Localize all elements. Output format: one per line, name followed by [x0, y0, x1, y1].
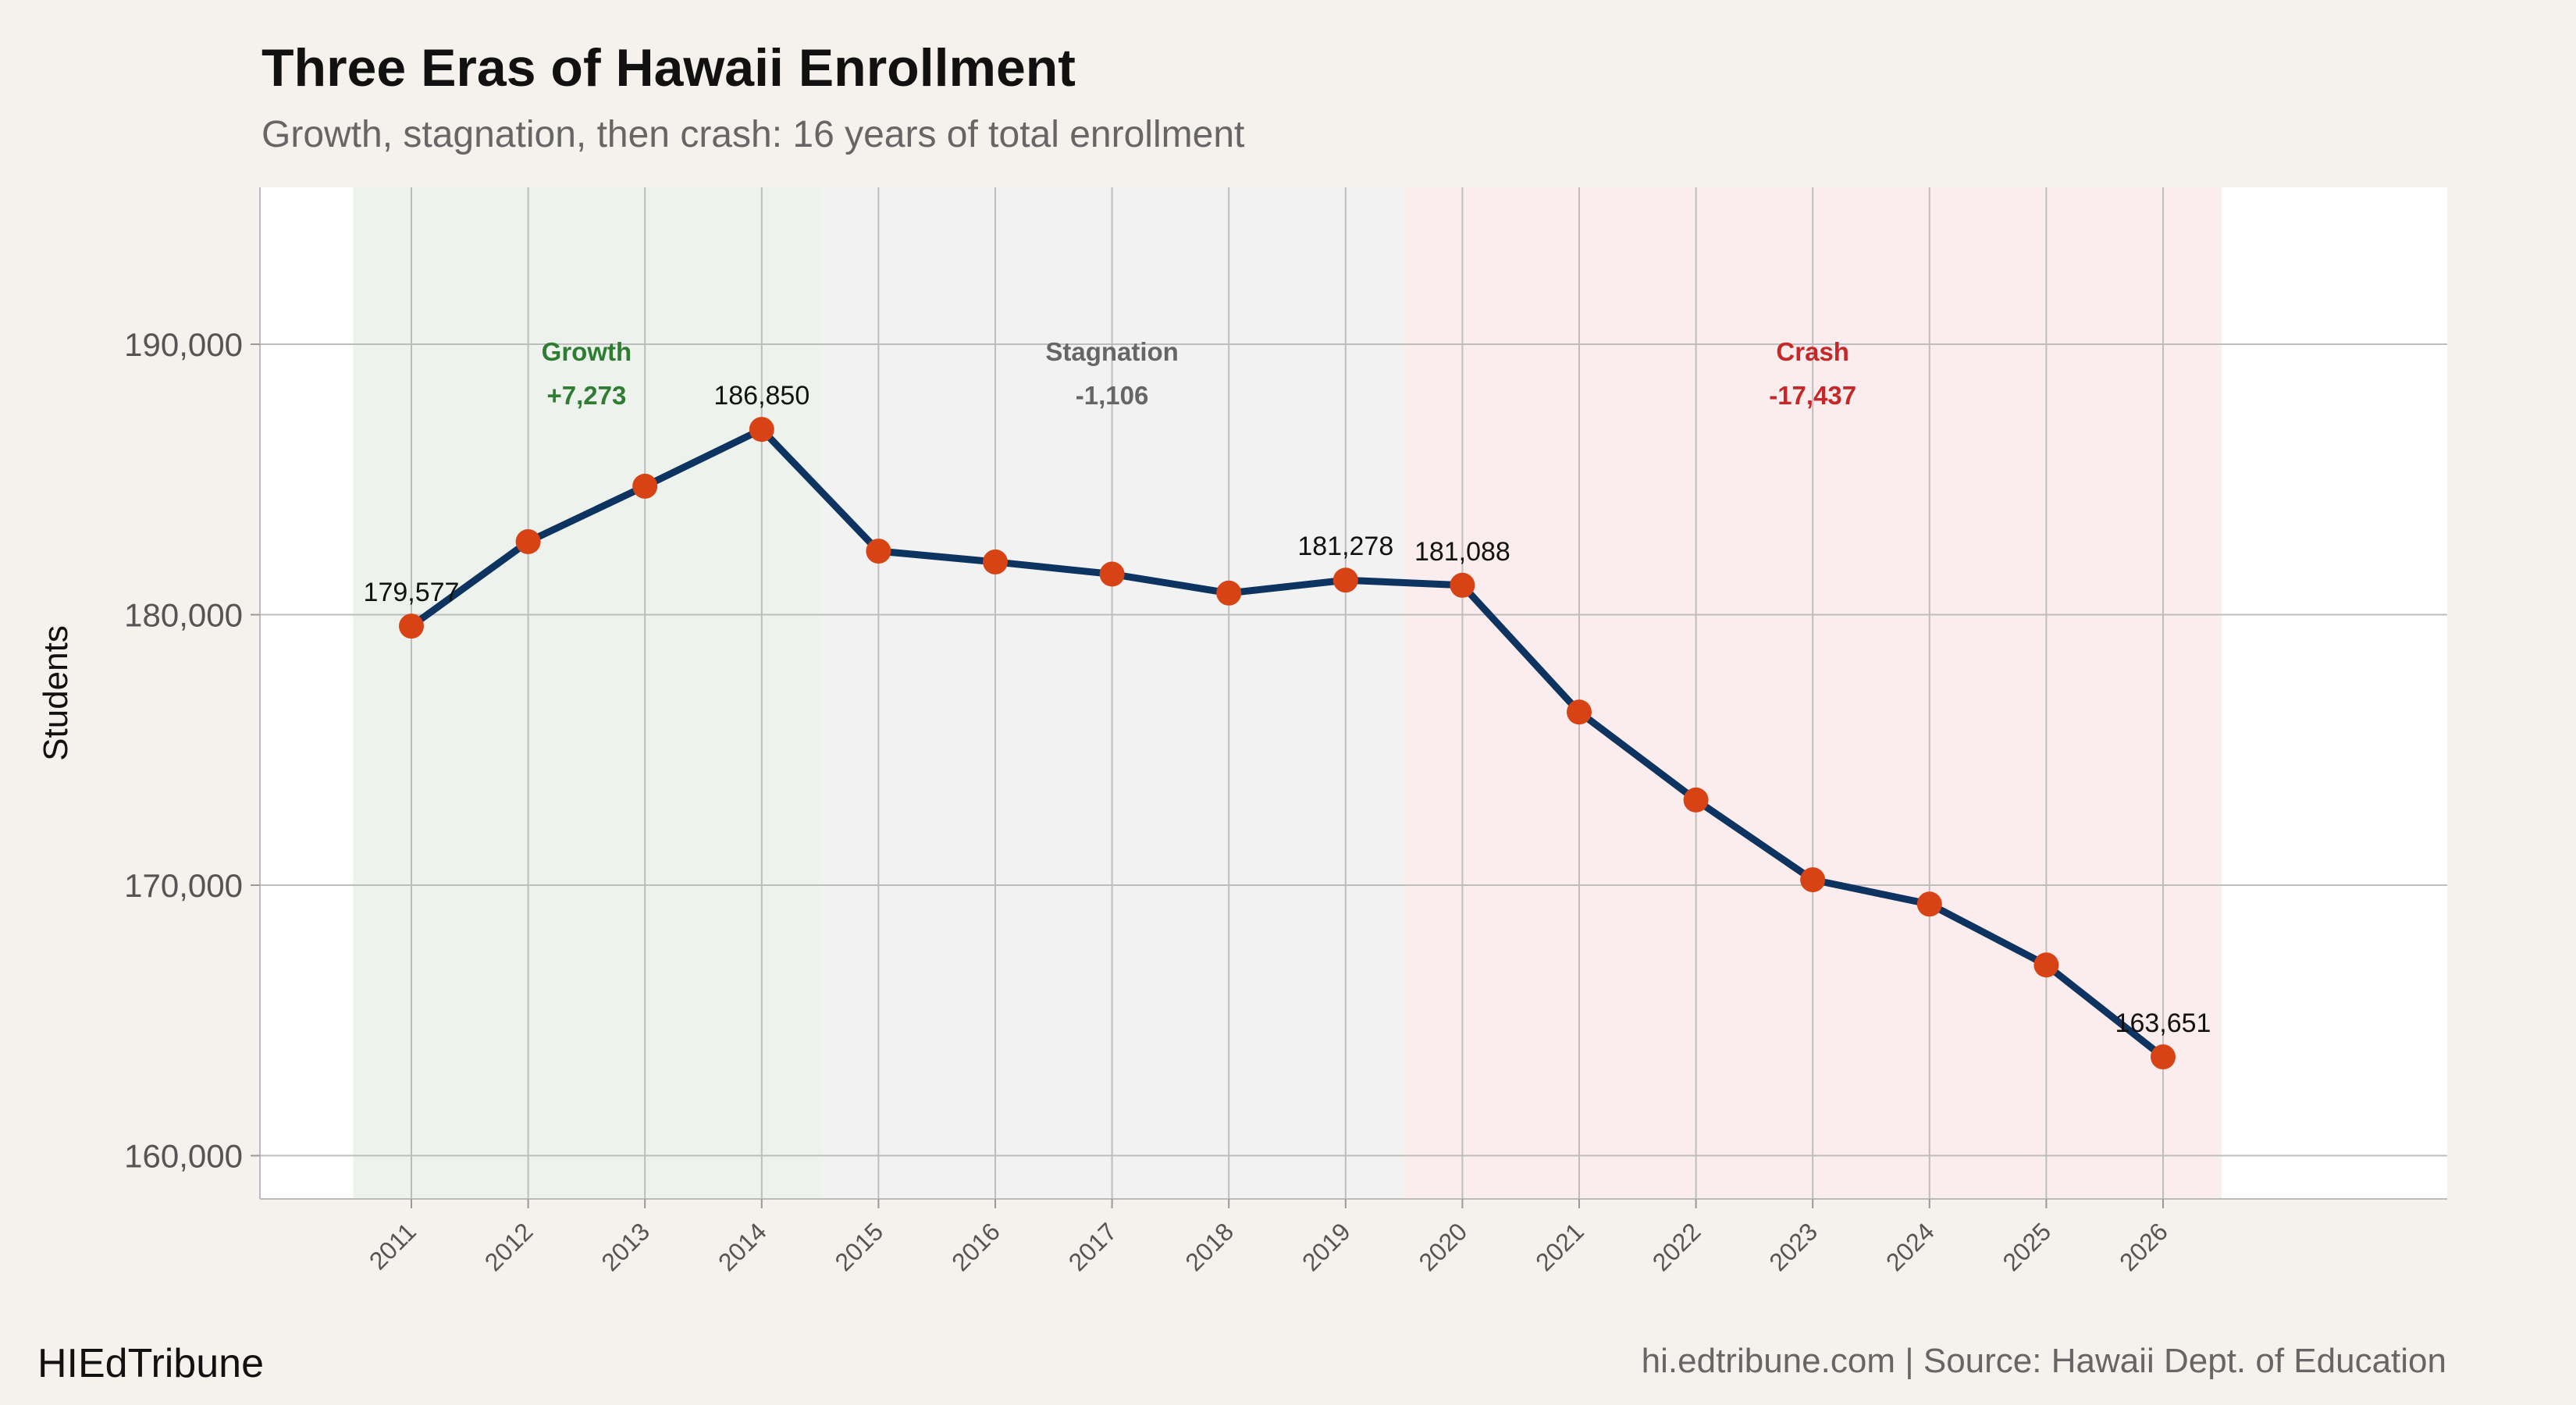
- point-label-2014: 186,850: [713, 381, 809, 411]
- point-labels: 179,577 186,850 181,278 181,088 163,651: [364, 381, 2211, 1038]
- x-tick-label: 2011: [364, 1217, 422, 1275]
- source-credit: hi.edtribune.com | Source: Hawaii Dept. …: [1642, 1342, 2446, 1380]
- x-tick-label: 2018: [1179, 1217, 1239, 1276]
- point-label-2011: 179,577: [364, 578, 460, 607]
- point-label-2026: 163,651: [2115, 1008, 2211, 1038]
- data-point-2013: [632, 473, 658, 499]
- series-line: [407, 425, 2167, 1061]
- point-label-2020: 181,088: [1414, 537, 1510, 567]
- y-tick-label: 170,000: [124, 867, 243, 904]
- x-tick-label: 2026: [2114, 1217, 2173, 1276]
- era-change-stagnation: -1,106: [1076, 381, 1149, 410]
- era-labels: Growth +7,273 Stagnation -1,106 Crash -17,437: [542, 337, 1857, 410]
- era-bands: [353, 187, 2222, 1199]
- brand-logo-text: HIEdTribune: [37, 1341, 264, 1386]
- data-point-2017: [1099, 561, 1125, 587]
- x-axis: 2011 2012 2013 2014 2015 2016 2017 2018 2019 2020…: [260, 1198, 2447, 1276]
- x-tick-label: 2020: [1414, 1217, 1473, 1276]
- data-point-2020: [1450, 572, 1475, 598]
- x-tick-label: 2016: [946, 1217, 1005, 1276]
- y-tick-label: 160,000: [124, 1138, 243, 1175]
- data-point-2025: [2033, 952, 2059, 978]
- x-tick-label: 2025: [1998, 1217, 2057, 1276]
- data-point-2012: [515, 528, 541, 554]
- era-change-growth: +7,273: [546, 381, 626, 410]
- data-point-2019: [1332, 567, 1358, 593]
- enrollment-line: [407, 425, 2167, 1061]
- data-point-2021: [1567, 699, 1592, 725]
- x-tick-label: 2014: [713, 1217, 772, 1276]
- data-markers: [399, 417, 2176, 1070]
- data-point-2015: [866, 539, 891, 564]
- x-tick-label: 2023: [1763, 1217, 1823, 1276]
- y-tick-label: 180,000: [124, 597, 243, 634]
- era-name-stagnation: Stagnation: [1045, 337, 1179, 366]
- data-point-2016: [983, 549, 1008, 574]
- data-point-2024: [1916, 891, 1942, 917]
- y-tick-label: 190,000: [124, 326, 243, 363]
- y-axis-label: Students: [37, 625, 75, 761]
- point-label-2019: 181,278: [1297, 532, 1393, 561]
- x-tick-label: 2021: [1530, 1217, 1589, 1276]
- x-tick-label: 2012: [479, 1217, 539, 1276]
- era-name-crash: Crash: [1776, 337, 1849, 366]
- chart-title: Three Eras of Hawaii Enrollment: [262, 38, 1076, 98]
- y-axis: 160,000 170,000 180,000 190,000: [124, 187, 261, 1199]
- x-tick-label: 2013: [596, 1217, 655, 1276]
- data-point-2018: [1216, 580, 1242, 606]
- x-tick-label: 2024: [1880, 1217, 1940, 1276]
- x-tick-label: 2017: [1063, 1217, 1123, 1276]
- grid-lines: [260, 187, 2447, 1199]
- x-tick-label: 2015: [830, 1217, 889, 1276]
- x-tick-label: 2019: [1297, 1217, 1356, 1276]
- era-name-growth: Growth: [542, 337, 632, 366]
- data-point-2022: [1683, 787, 1709, 813]
- data-point-2014: [749, 417, 774, 443]
- x-tick-label: 2022: [1647, 1217, 1706, 1276]
- data-point-2023: [1800, 867, 1826, 893]
- data-point-2026: [2151, 1044, 2176, 1070]
- era-change-crash: -17,437: [1769, 381, 1856, 410]
- chart-subtitle: Growth, stagnation, then crash: 16 years…: [262, 114, 1244, 155]
- data-point-2011: [399, 614, 424, 639]
- era-band-growth: [353, 187, 820, 1199]
